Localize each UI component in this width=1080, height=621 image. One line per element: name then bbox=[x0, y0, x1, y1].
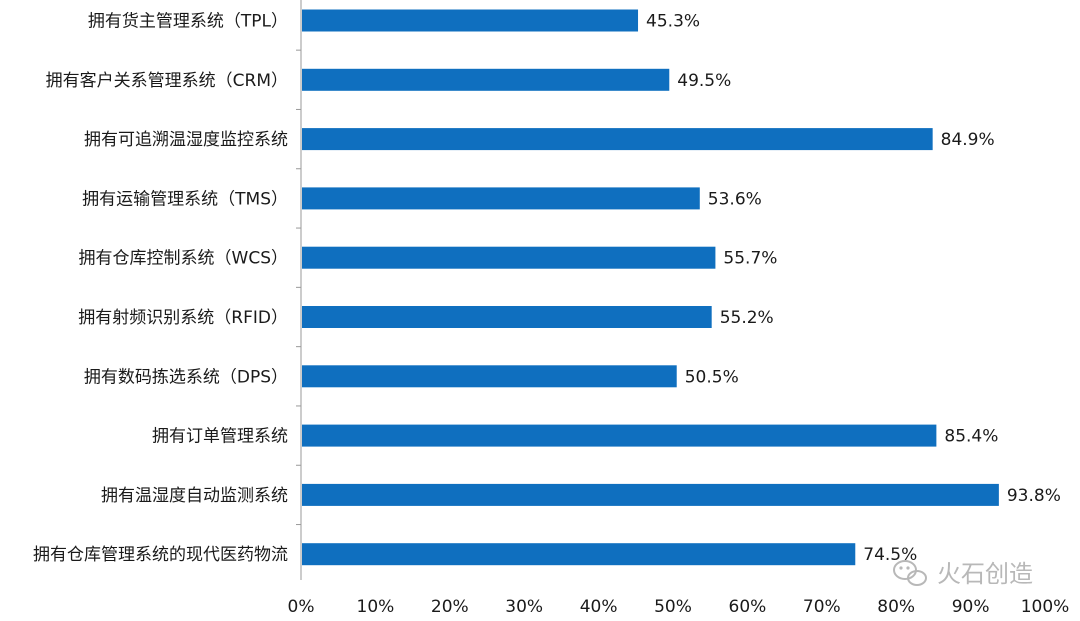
category-label: 拥有可追溯温湿度监控系统 bbox=[84, 130, 288, 150]
chart-bars bbox=[302, 9, 999, 566]
category-labels: 拥有货主管理系统（TPL） 拥有客户关系管理系统（CRM） 拥有可追溯温湿度监控系统… bbox=[33, 12, 288, 566]
bar bbox=[302, 543, 856, 566]
value-label: 45.3% bbox=[646, 12, 700, 32]
category-label: 拥有订单管理系统 bbox=[152, 427, 288, 447]
watermark-text: 火石创造 bbox=[937, 560, 1033, 588]
category-label: 拥有仓库管理系统的现代医药物流 bbox=[33, 545, 288, 565]
x-tick-label: 10% bbox=[357, 597, 395, 617]
bar bbox=[302, 68, 670, 91]
bar bbox=[302, 306, 712, 328]
bar bbox=[302, 128, 933, 151]
x-tick-label: 50% bbox=[654, 597, 692, 617]
bar bbox=[302, 187, 700, 210]
x-tick-label: 20% bbox=[431, 597, 469, 617]
wechat-icon bbox=[893, 560, 927, 586]
x-tick-label: 30% bbox=[505, 597, 543, 617]
value-label: 55.7% bbox=[723, 249, 777, 269]
category-label: 拥有仓库控制系统（WCS） bbox=[79, 249, 288, 269]
value-label: 53.6% bbox=[708, 189, 762, 209]
bar bbox=[302, 9, 639, 32]
x-tick-label: 80% bbox=[877, 597, 915, 617]
watermark: 火石创造 bbox=[893, 560, 1033, 588]
x-tick-label: 60% bbox=[729, 597, 767, 617]
value-label: 55.2% bbox=[720, 308, 774, 328]
category-label: 拥有射频识别系统（RFID） bbox=[78, 308, 288, 328]
value-label: 84.9% bbox=[941, 130, 995, 150]
value-labels: 45.3% 49.5% 84.9% 53.6% 55.7% 55.2% 50.5% 85.4%… bbox=[646, 12, 1061, 566]
x-tick-label: 90% bbox=[952, 597, 990, 617]
category-label: 拥有温湿度自动监测系统 bbox=[101, 486, 288, 506]
bar bbox=[302, 365, 677, 388]
category-label: 拥有客户关系管理系统（CRM） bbox=[46, 71, 288, 91]
value-label: 85.4% bbox=[944, 427, 998, 447]
bar bbox=[302, 424, 937, 447]
x-tick-labels: 0% 10% 20% 30% 40% 50% 60% 70% 80% 90% 100% bbox=[288, 597, 1070, 617]
value-label: 50.5% bbox=[685, 367, 739, 387]
x-tick-label: 0% bbox=[288, 597, 315, 617]
chart-axes bbox=[296, 0, 302, 580]
bar bbox=[302, 246, 716, 269]
category-label: 拥有运输管理系统（TMS） bbox=[82, 189, 288, 209]
x-tick-label: 70% bbox=[803, 597, 841, 617]
category-label: 拥有货主管理系统（TPL） bbox=[88, 12, 288, 32]
x-tick-label: 40% bbox=[580, 597, 618, 617]
x-tick-label: 100% bbox=[1021, 597, 1070, 617]
value-label: 93.8% bbox=[1007, 486, 1061, 506]
bar bbox=[302, 483, 999, 506]
value-label: 49.5% bbox=[677, 71, 731, 91]
category-label: 拥有数码拣选系统（DPS） bbox=[84, 367, 288, 387]
